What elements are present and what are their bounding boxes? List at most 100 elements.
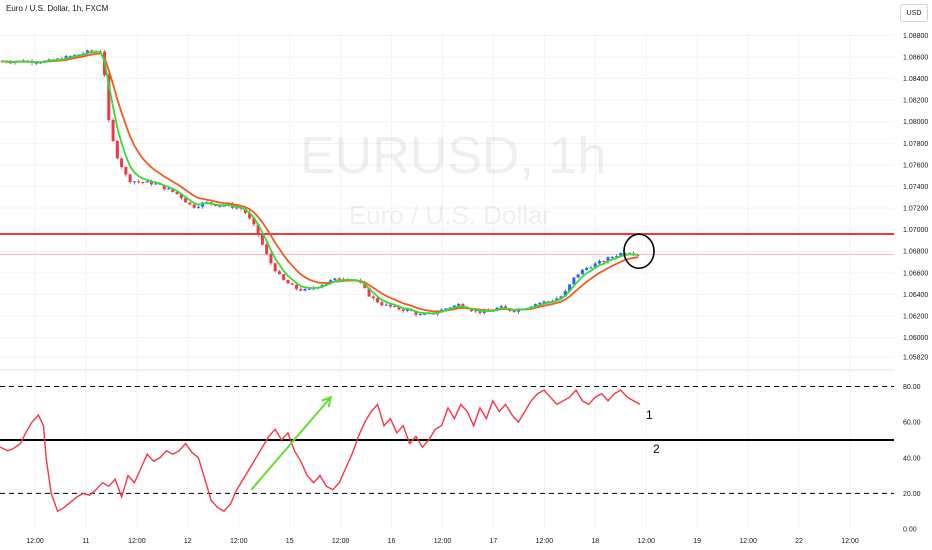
candle-body bbox=[299, 288, 303, 291]
candle-body bbox=[380, 302, 384, 306]
price-axis: 1.08800 1.08600 1.08400 1.08200 1.08000 1.078… bbox=[903, 33, 928, 362]
candle-body bbox=[572, 277, 576, 285]
candle-body bbox=[461, 304, 465, 308]
time-tick-label: 12:00 bbox=[739, 538, 757, 545]
annotation-label-2: 2 bbox=[653, 442, 660, 456]
candle-body bbox=[589, 267, 593, 269]
candle-body bbox=[90, 50, 94, 52]
candle-body bbox=[149, 181, 153, 185]
candle-body bbox=[337, 278, 341, 280]
candle-body bbox=[388, 304, 392, 307]
candle-body bbox=[128, 174, 132, 183]
candle-body bbox=[597, 260, 601, 264]
price-tick-label: 1.06200 bbox=[903, 313, 928, 320]
watermark-description: Euro / U.S. Dollar bbox=[348, 200, 552, 230]
price-tick-label: 1.06000 bbox=[903, 335, 928, 342]
price-tick-label: 1.08600 bbox=[903, 54, 928, 61]
candle-body bbox=[602, 260, 606, 262]
time-tick-label: 22 bbox=[795, 538, 803, 545]
fast-ma-line bbox=[2, 50, 638, 315]
candle-body bbox=[371, 296, 375, 299]
price-tick-label: 1.08200 bbox=[903, 98, 928, 105]
marked-circle bbox=[623, 233, 655, 270]
price-tick-label: 1.07400 bbox=[903, 184, 928, 191]
candle-body bbox=[452, 305, 456, 308]
candle-body bbox=[111, 119, 115, 141]
price-tick-label: 1.05820 bbox=[903, 355, 928, 362]
candle-body bbox=[457, 304, 461, 306]
candle-body bbox=[619, 253, 623, 257]
candle-body bbox=[145, 181, 149, 183]
price-tick-label: 1.08800 bbox=[903, 33, 928, 40]
candle-body bbox=[179, 194, 183, 199]
candle-body bbox=[235, 207, 239, 209]
oscillator-tick-label: 40.00 bbox=[903, 455, 921, 462]
candle-body bbox=[269, 253, 273, 264]
candle-body bbox=[196, 206, 200, 208]
price-tick-label: 1.07000 bbox=[903, 227, 928, 234]
candle-body bbox=[469, 309, 473, 312]
candle-body bbox=[542, 301, 546, 303]
price-tick-label: 1.06400 bbox=[903, 292, 928, 299]
candle-body bbox=[376, 298, 380, 303]
moving-averages bbox=[2, 50, 639, 315]
candle-body bbox=[405, 309, 409, 311]
candle-body bbox=[260, 234, 264, 245]
candle-body bbox=[533, 304, 537, 307]
candle-body bbox=[397, 306, 401, 310]
candle-body bbox=[538, 302, 542, 305]
candle-body bbox=[367, 287, 371, 297]
candle-body bbox=[286, 280, 290, 284]
time-tick-label: 15 bbox=[286, 538, 294, 545]
candle-body bbox=[401, 309, 405, 311]
candle-body bbox=[593, 263, 597, 268]
candle-body bbox=[580, 269, 584, 275]
time-axis: 12:00 11 12:00 12 12:00 15 12:00 16 12:00 17 12:00… bbox=[26, 538, 859, 545]
oscillator-pane bbox=[0, 386, 894, 513]
candle-body bbox=[73, 54, 77, 57]
symbol-header: Euro / U.S. Dollar, 1h, FXCM bbox=[6, 4, 109, 13]
grid bbox=[0, 30, 894, 529]
drawings[interactable] bbox=[250, 233, 655, 491]
time-tick-label: 12:00 bbox=[230, 538, 248, 545]
price-tick-label: 1.06600 bbox=[903, 270, 928, 277]
candle-body bbox=[384, 304, 388, 306]
candle-body bbox=[482, 310, 486, 313]
candle-body bbox=[132, 181, 136, 183]
candle-body bbox=[252, 218, 256, 225]
candle-body bbox=[295, 284, 299, 289]
candle-body bbox=[615, 256, 619, 258]
candle-body bbox=[585, 267, 589, 270]
oscillator-tick-label: 80.00 bbox=[903, 384, 921, 391]
time-tick-label: 12:00 bbox=[332, 538, 350, 545]
candle-body bbox=[167, 188, 171, 190]
time-tick-label: 12:00 bbox=[637, 538, 655, 545]
candle-body bbox=[324, 283, 328, 285]
candle-body bbox=[393, 306, 397, 308]
candle-body bbox=[563, 291, 567, 297]
candle-body bbox=[512, 311, 516, 313]
candle-body bbox=[282, 274, 286, 281]
candle-body bbox=[444, 308, 448, 310]
candle-body bbox=[307, 288, 311, 290]
candle-body bbox=[188, 202, 192, 205]
time-tick-label: 12:00 bbox=[434, 538, 452, 545]
candle-body bbox=[137, 181, 141, 183]
currency-button[interactable]: USD bbox=[900, 4, 928, 22]
horizontal-lines[interactable] bbox=[0, 232, 894, 255]
watermark-symbol: EURUSD, 1h bbox=[300, 127, 607, 185]
candle-body bbox=[115, 140, 119, 159]
trend-arrow-head bbox=[321, 395, 333, 408]
candle-body bbox=[218, 205, 222, 207]
time-tick-label: 17 bbox=[490, 538, 498, 545]
price-tick-label: 1.07800 bbox=[903, 141, 928, 148]
time-tick-label: 16 bbox=[388, 538, 396, 545]
candle-body bbox=[124, 167, 128, 175]
candle-body bbox=[162, 184, 166, 190]
candle-body bbox=[423, 314, 427, 316]
time-tick-label: 19 bbox=[693, 538, 701, 545]
candle-body bbox=[623, 253, 627, 255]
candle-body bbox=[141, 181, 145, 183]
candle-body bbox=[265, 244, 269, 254]
